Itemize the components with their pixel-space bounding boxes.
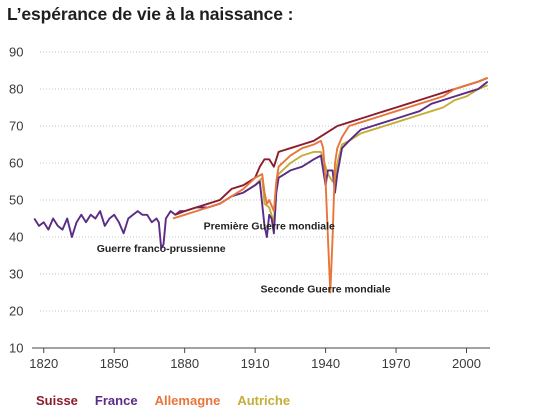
- y-tick-label: 60: [9, 156, 23, 171]
- series-line-suisse: [174, 77, 489, 216]
- legend-entry-autriche: Autriche: [237, 393, 291, 408]
- x-tick-label: 1910: [241, 356, 270, 371]
- y-tick-label: 90: [9, 45, 23, 60]
- series-line-autriche: [242, 84, 489, 224]
- annotation-premiere-guerre: Première Guerre mondiale: [204, 221, 335, 233]
- x-axis: 1820 1850 1880 1910 1940 1970 2000: [29, 347, 490, 371]
- y-axis-ticks: 10 20 30 40 50 60 70 80 90: [9, 45, 23, 356]
- legend-entry-suisse: Suisse: [36, 393, 78, 408]
- x-tick-label: 1850: [100, 356, 129, 371]
- x-tick-label: 1940: [311, 356, 340, 371]
- legend-entry-allemagne: Allemagne: [154, 393, 221, 408]
- y-tick-label: 70: [9, 119, 23, 134]
- series-line-allemagne: [172, 77, 489, 294]
- y-tick-label: 10: [9, 341, 23, 356]
- annotation-seconde-guerre: Seconde Guerre mondiale: [261, 284, 391, 296]
- y-tick-label: 40: [9, 230, 23, 245]
- y-tick-label: 50: [9, 193, 23, 208]
- y-tick-label: 30: [9, 267, 23, 282]
- y-tick-label: 20: [9, 304, 23, 319]
- x-tick-label: 1820: [29, 356, 58, 371]
- x-tick-label: 1880: [170, 356, 199, 371]
- y-tick-label: 80: [9, 82, 23, 97]
- chart-title: L’espérance de vie à la naissance :: [7, 4, 294, 24]
- legend: Suisse France Allemagne Autriche: [36, 393, 290, 408]
- series-line-france: [33, 80, 489, 250]
- annotation-guerre-franco-prussienne: Guerre franco-prussienne: [97, 243, 226, 255]
- series-lines: [33, 77, 489, 294]
- legend-entry-france: France: [94, 393, 138, 408]
- x-tick-label: 2000: [452, 356, 481, 371]
- gridlines: [40, 51, 490, 312]
- x-tick-label: 1970: [382, 356, 411, 371]
- annotations: Première Guerre mondiale Guerre franco-pr…: [97, 221, 391, 296]
